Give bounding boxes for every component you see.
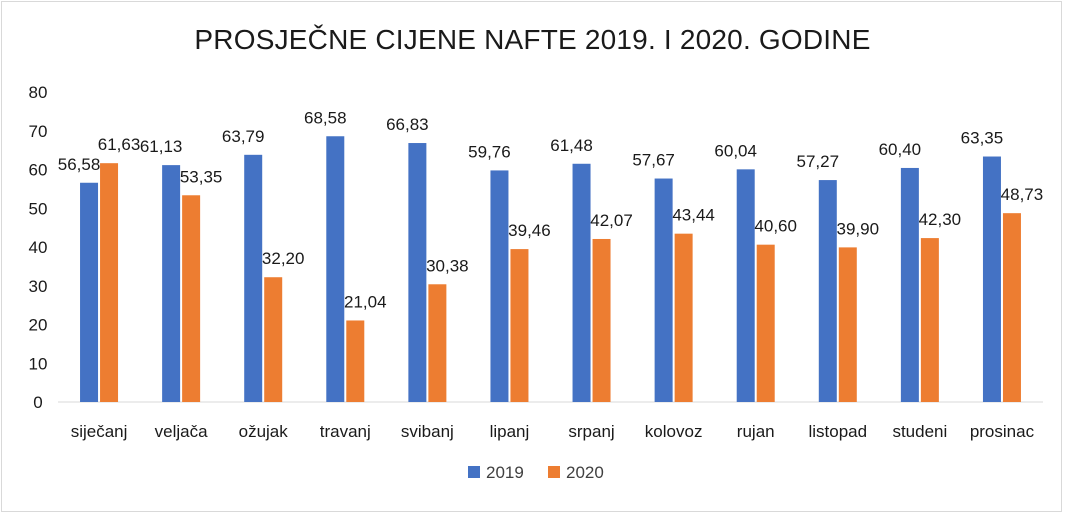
data-label-2020: 42,07 — [590, 211, 633, 230]
bar-series — [80, 136, 1021, 402]
data-label-2019: 56,58 — [58, 155, 101, 174]
data-label-2020: 39,46 — [508, 221, 551, 240]
data-label-2019: 61,13 — [140, 137, 183, 156]
x-category-label: listopad — [808, 422, 867, 441]
bar-2019 — [818, 180, 837, 402]
bar-2020 — [510, 249, 529, 402]
data-label-2020: 48,73 — [1001, 185, 1044, 204]
bar-2019 — [326, 136, 345, 402]
bar-2019 — [900, 167, 919, 402]
bar-2020 — [182, 195, 201, 402]
x-category-label: ožujak — [239, 422, 289, 441]
x-category-label: studeni — [892, 422, 947, 441]
data-label-2020: 21,04 — [344, 292, 387, 311]
bar-2020 — [592, 238, 611, 402]
chart-title: PROSJEČNE CIJENE NAFTE 2019. I 2020. GOD… — [194, 24, 871, 55]
x-category-label: kolovoz — [645, 422, 703, 441]
bar-2019 — [80, 182, 99, 402]
data-label-2019: 63,35 — [961, 129, 1004, 148]
bar-2020 — [838, 247, 857, 402]
data-label-2019: 60,04 — [714, 141, 757, 160]
bar-2019 — [572, 163, 591, 402]
data-label-2019: 68,58 — [304, 108, 347, 127]
bar-2019 — [736, 169, 755, 402]
x-category-label: rujan — [737, 422, 775, 441]
legend-label-2020: 2020 — [566, 463, 604, 482]
bar-2020 — [674, 233, 693, 402]
legend: 2019 2020 — [468, 463, 604, 482]
data-label-2019: 57,27 — [797, 152, 840, 171]
data-label-2020: 32,20 — [262, 249, 305, 268]
bar-2019 — [490, 170, 509, 402]
x-category-label: siječanj — [71, 422, 128, 441]
y-tick-label: 20 — [29, 316, 48, 335]
legend-swatch-2020 — [548, 466, 560, 478]
bar-2020 — [264, 277, 283, 402]
data-label-2020: 53,35 — [180, 167, 223, 186]
y-tick-label: 50 — [29, 199, 48, 218]
bar-2020 — [428, 284, 447, 402]
x-category-label: srpanj — [568, 422, 614, 441]
legend-label-2019: 2019 — [486, 463, 524, 482]
x-category-label: prosinac — [970, 422, 1035, 441]
data-label-2020: 61,63 — [98, 135, 141, 154]
y-tick-label: 30 — [29, 277, 48, 296]
x-category-label: lipanj — [490, 422, 530, 441]
bar-2020 — [756, 244, 775, 402]
data-label-2019: 61,48 — [550, 136, 593, 155]
data-label-2020: 40,60 — [754, 217, 797, 236]
y-tick-label: 60 — [29, 161, 48, 180]
legend-swatch-2019 — [468, 466, 480, 478]
y-tick-label: 70 — [29, 122, 48, 141]
data-label-2019: 60,40 — [879, 140, 922, 159]
bar-2020 — [100, 163, 119, 402]
y-tick-label: 40 — [29, 238, 48, 257]
bar-2020 — [1002, 213, 1021, 402]
bar-2019 — [654, 178, 673, 402]
x-category-label: veljača — [155, 422, 208, 441]
y-tick-label: 0 — [33, 393, 42, 412]
bar-2019 — [408, 143, 427, 402]
y-tick-label: 10 — [29, 354, 48, 373]
data-label-2019: 59,76 — [468, 142, 511, 161]
y-axis-tick-labels: 0 10 20 30 40 50 60 70 80 — [29, 83, 48, 412]
bar-2020 — [920, 238, 939, 402]
bar-2019 — [244, 154, 263, 402]
y-tick-label: 80 — [29, 83, 48, 102]
data-label-2020: 43,44 — [672, 206, 715, 225]
data-label-2019: 63,79 — [222, 127, 265, 146]
category-labels: siječanj veljača ožujak travanj svibanj lipan… — [71, 422, 1035, 441]
data-label-2020: 39,90 — [837, 219, 880, 238]
bar-2019 — [982, 156, 1001, 402]
data-label-2019: 57,67 — [632, 151, 675, 170]
data-label-2020: 30,38 — [426, 256, 469, 275]
data-label-2019: 66,83 — [386, 115, 429, 134]
x-category-label: travanj — [320, 422, 371, 441]
x-category-label: svibanj — [401, 422, 454, 441]
bar-2019 — [162, 165, 181, 402]
bar-2020 — [346, 320, 365, 402]
data-label-2020: 42,30 — [919, 210, 962, 229]
